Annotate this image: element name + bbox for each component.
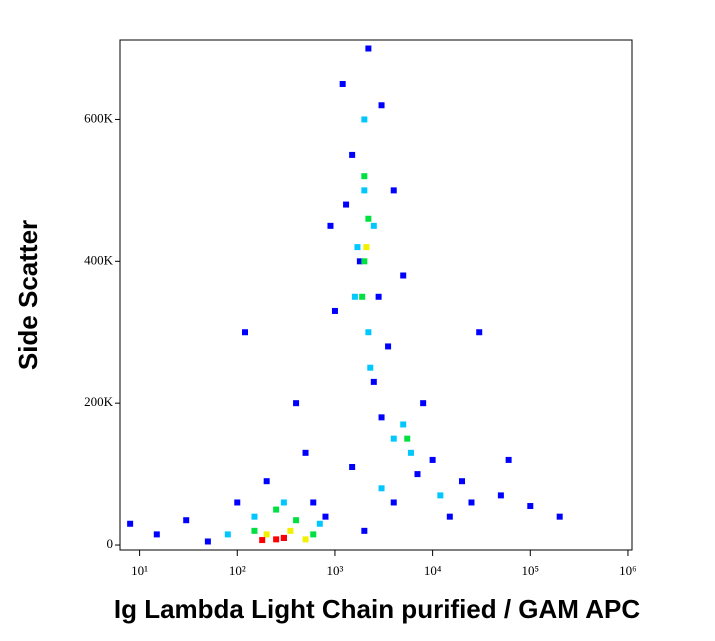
point [556, 513, 563, 520]
point [310, 499, 317, 506]
point [365, 45, 372, 52]
point [234, 499, 241, 506]
point [363, 244, 370, 251]
point [390, 499, 397, 506]
point [343, 201, 350, 208]
point [361, 258, 368, 265]
point [349, 151, 356, 158]
point [259, 537, 266, 544]
point [280, 534, 287, 541]
point [390, 435, 397, 442]
point [400, 272, 407, 279]
point [375, 293, 382, 300]
x-tick-label: 10² [229, 563, 246, 578]
x-tick-label: 10⁶ [619, 563, 637, 578]
point [356, 258, 363, 265]
point [287, 527, 294, 534]
point [302, 536, 309, 543]
point [468, 499, 475, 506]
point [204, 538, 211, 545]
point [385, 343, 392, 350]
point [437, 492, 444, 499]
y-tick-label: 200K [84, 394, 114, 409]
point [390, 187, 397, 194]
point [280, 499, 287, 506]
point [476, 329, 483, 336]
point [293, 517, 300, 524]
y-tick-label: 0 [107, 536, 114, 551]
point [302, 449, 309, 456]
point [293, 400, 300, 407]
point [527, 503, 534, 510]
x-tick-label: 10⁵ [522, 563, 540, 578]
point [310, 531, 317, 538]
point [361, 116, 368, 123]
point [365, 215, 372, 222]
point [354, 244, 361, 251]
point [378, 102, 385, 109]
point [497, 492, 504, 499]
x-tick-label: 10¹ [131, 563, 148, 578]
point [361, 527, 368, 534]
y-tick-label: 400K [84, 252, 114, 267]
point [331, 307, 338, 314]
y-tick-label: 600K [84, 110, 114, 125]
point [273, 536, 280, 543]
point [446, 513, 453, 520]
point [339, 80, 346, 87]
x-tick-label: 10⁴ [424, 563, 442, 578]
point [327, 222, 334, 229]
point [349, 464, 356, 471]
point [224, 531, 231, 538]
point [251, 513, 258, 520]
point [127, 520, 134, 527]
point [367, 364, 374, 371]
point [263, 531, 270, 538]
point [263, 478, 270, 485]
point [404, 435, 411, 442]
point [400, 421, 407, 428]
point [378, 485, 385, 492]
point [359, 293, 366, 300]
point [365, 329, 372, 336]
point [251, 527, 258, 534]
point [429, 456, 436, 463]
point [273, 506, 280, 513]
point [505, 456, 512, 463]
point [407, 449, 414, 456]
point [414, 471, 421, 478]
x-tick-label: 10³ [326, 563, 343, 578]
point [351, 293, 358, 300]
point [242, 329, 249, 336]
point [361, 173, 368, 180]
point [370, 222, 377, 229]
point [370, 378, 377, 385]
point [153, 531, 160, 538]
point [316, 520, 323, 527]
x-axis-title: Ig Lambda Light Chain purified / GAM APC [114, 594, 640, 624]
point [183, 517, 190, 524]
point [420, 400, 427, 407]
point [322, 513, 329, 520]
point [378, 414, 385, 421]
point [361, 187, 368, 194]
y-axis-title: Side Scatter [13, 220, 43, 370]
point [459, 478, 466, 485]
